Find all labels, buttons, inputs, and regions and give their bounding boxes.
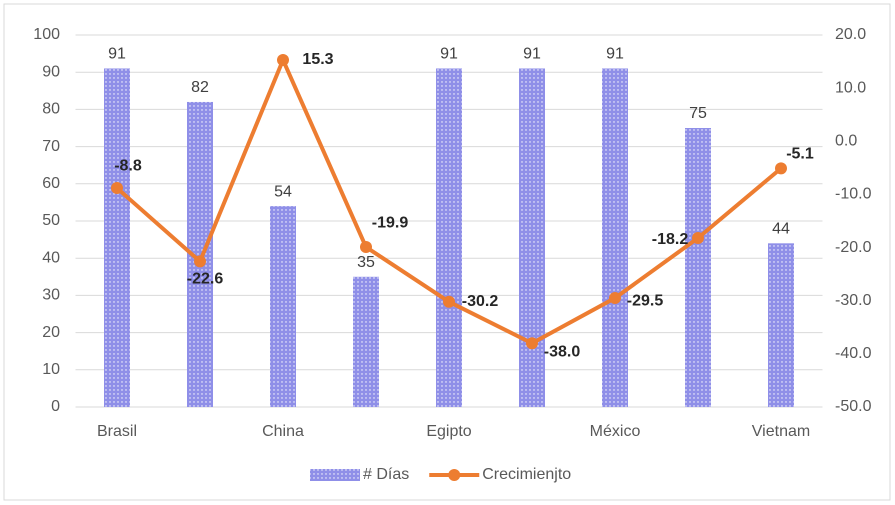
y-tick-label: 30 [42,287,60,304]
line-value-label: -5.1 [786,146,814,163]
bar-value-label: 44 [772,221,790,238]
line-value-label: -38.0 [544,343,581,360]
x-tick-label: Egipto [426,423,471,440]
line-marker [526,337,538,350]
bar-value-label: 91 [108,46,126,63]
bar [602,68,628,407]
y-tick-label: 20 [42,324,60,341]
y2-tick-label: -40.0 [835,345,872,362]
bar-value-label: 91 [523,46,541,63]
line-marker [692,232,704,245]
y2-tick-label: 10.0 [835,79,866,96]
line-value-label: -30.2 [462,293,499,310]
bar-value-label: 82 [191,79,209,96]
bar [768,243,794,407]
bar [685,128,711,407]
y2-tick-label: -50.0 [835,398,872,415]
y2-tick-label: 0.0 [835,133,857,150]
line-marker [443,295,455,308]
line-marker [775,162,787,175]
legend-swatch [310,469,360,481]
x-tick-label: Vietnam [752,423,810,440]
bar-value-label: 91 [606,46,624,63]
legend-swatch-marker [448,469,461,481]
bar [353,276,379,407]
line-value-label: -29.5 [627,292,664,309]
bar-value-label: 35 [357,254,375,271]
bar-value-label: 75 [689,105,707,122]
line-marker [194,255,206,268]
y-tick-label: 10 [42,361,60,378]
y-tick-label: 90 [42,63,60,80]
bar [104,68,130,407]
y-tick-label: 0 [51,398,60,415]
y-tick-label: 80 [42,101,60,118]
y-tick-label: 40 [42,249,60,266]
bar [519,68,545,407]
line-value-label: 15.3 [302,51,333,68]
y2-tick-label: -20.0 [835,239,872,256]
y2-tick-label: -30.0 [835,292,872,309]
bar [270,206,296,407]
line-value-label: -19.9 [372,214,409,231]
legend-label: # Días [363,466,409,483]
x-tick-label: México [590,423,641,440]
y-tick-label: 70 [42,138,60,155]
legend-label: Crecimienjto [482,466,571,483]
line-value-label: -22.6 [187,271,224,288]
bar-value-label: 91 [440,46,458,63]
line-marker [277,53,289,66]
bar [436,68,462,407]
line-value-label: -18.2 [652,231,689,248]
line-marker [609,292,621,305]
line-marker [111,182,123,195]
y-tick-label: 60 [42,175,60,192]
bar-value-label: 54 [274,183,292,200]
y-tick-label: 50 [42,212,60,229]
x-tick-label: Brasil [97,423,137,440]
line-marker [360,241,372,254]
y2-tick-label: 20.0 [835,26,866,43]
line-value-label: -8.8 [114,157,142,174]
y-tick-label: 100 [33,26,60,43]
y2-tick-label: -10.0 [835,186,872,203]
x-tick-label: China [262,423,304,440]
